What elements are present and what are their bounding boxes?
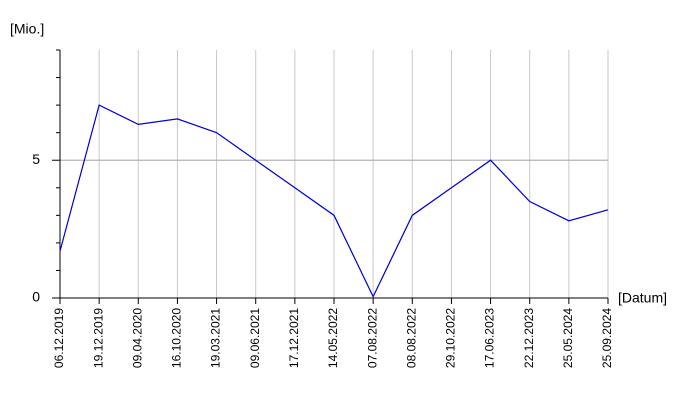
x-tick-label: 29.10.2022: [444, 308, 458, 368]
x-tick-label: 08.08.2022: [404, 308, 418, 368]
x-tick-label: 06.12.2019: [52, 308, 66, 368]
y-tick-label: 5: [32, 151, 40, 167]
x-tick-label: 17.06.2023: [483, 308, 497, 368]
x-tick-label: 14.05.2022: [326, 308, 340, 368]
x-tick-label: 16.10.2020: [170, 308, 184, 368]
x-tick-label: 09.06.2021: [248, 308, 262, 368]
y-tick-label: 0: [32, 289, 40, 305]
x-tick-label: 19.12.2019: [91, 308, 105, 368]
y-axis-label: [Mio.]: [10, 21, 44, 37]
x-tick-label: 17.12.2021: [287, 308, 301, 368]
x-tick-label: 22.12.2023: [522, 308, 536, 368]
x-tick-label: 25.09.2024: [600, 308, 614, 368]
x-tick-label: 09.04.2020: [130, 308, 144, 368]
line: [59, 104, 609, 299]
x-axis-label: [Datum]: [618, 290, 667, 306]
x-tick-label: 19.03.2021: [209, 308, 223, 368]
x-tick-label: 07.08.2022: [365, 308, 379, 368]
x-tick-label: 25.05.2024: [561, 308, 575, 368]
